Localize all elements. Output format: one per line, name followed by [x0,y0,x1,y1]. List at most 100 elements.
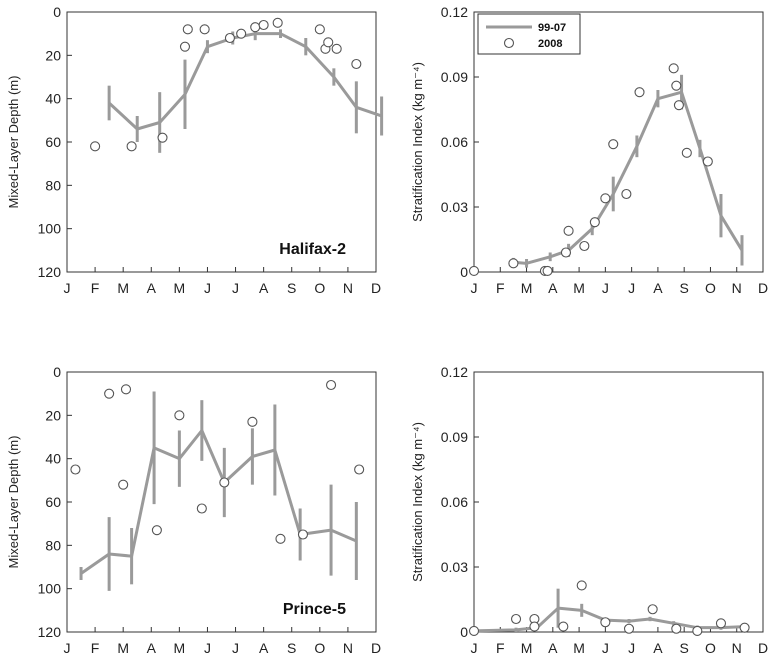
data-point-2008 [739,622,750,633]
data-point-2008 [681,147,692,158]
x-tick-label: A [548,640,558,656]
data-point-2008 [90,141,101,152]
y-axis-label: Mixed-Layer Depth (m) [6,76,21,209]
data-point-2008 [326,379,337,391]
data-point-2008 [510,613,522,625]
y-tick-label: 0 [53,4,61,20]
x-tick-label: J [232,640,239,656]
data-point-2008 [668,63,679,74]
x-tick-label: D [758,640,768,656]
y-axis-label: Stratification Index (kg m⁻⁴) [410,422,425,582]
x-tick-label: A [259,280,269,296]
x-tick-label: F [496,640,505,656]
y-axis-label: Mixed-Layer Depth (m) [6,436,21,569]
x-tick-label: S [680,640,689,656]
y-tick-label: 0.06 [441,494,468,510]
plot-frame [473,371,764,633]
legend-box [477,13,581,55]
data-point-2008 [275,533,286,544]
x-tick-label: N [732,280,742,296]
x-tick-label: M [573,280,585,296]
y-tick-label: 0 [460,264,468,280]
x-tick-label: A [653,640,663,656]
x-tick-label: D [758,280,768,296]
legend-label-99-07: 99-07 [538,22,566,34]
x-tick-label: N [732,640,742,656]
data-point-2008 [247,416,258,427]
x-tick-label: A [147,640,157,656]
x-tick-label: S [287,640,296,656]
data-point-2008 [671,80,682,91]
y-tick-label: 0.09 [441,69,468,85]
data-point-2008 [576,580,587,591]
data-point-2008 [647,604,658,615]
data-point-2008 [126,141,137,152]
x-tick-label: A [548,280,558,296]
data-point-2008 [508,258,519,269]
data-point-2008 [692,625,703,636]
x-tick-label: J [628,280,635,296]
y-tick-label: 0 [460,624,468,640]
panel-halifax-si: 00.030.060.090.12J F M A M J J A S O N DStratificat… [410,4,768,296]
data-point-2008 [297,529,309,540]
data-point-2008 [323,37,334,48]
x-tick-label: O [314,280,325,296]
y-tick-label: 0.03 [441,559,468,575]
data-point-2008 [199,24,210,35]
series-line-99-07 [80,429,357,575]
x-tick-label: J [64,640,71,656]
legend-circle-swatch [503,37,515,49]
data-point-2008 [468,625,480,636]
data-point-2008 [179,41,191,52]
data-point-2008 [272,17,283,28]
data-point-2008 [542,265,553,276]
data-point-2008 [157,132,168,143]
station-label: Prince-5 [283,601,346,618]
data-point-2008 [634,87,645,98]
x-tick-label: F [496,280,505,296]
data-point-2008 [351,58,362,70]
data-point-2008 [558,621,569,632]
x-tick-label: O [314,640,325,656]
data-point-2008 [196,503,207,514]
x-tick-label: F [91,280,100,296]
data-point-2008 [120,384,132,395]
x-tick-label: J [471,280,478,296]
y-tick-label: 20 [45,47,61,63]
y-tick-label: 40 [45,91,61,107]
y-tick-label: 40 [45,451,61,467]
data-point-2008 [224,32,235,44]
y-tick-label: 20 [45,407,61,423]
data-point-2008 [623,623,635,634]
x-tick-label: M [174,280,186,296]
y-tick-label: 100 [38,581,62,597]
data-point-2008 [70,464,81,475]
x-tick-label: J [204,280,211,296]
series-line-99-07 [513,90,744,265]
data-point-2008 [174,410,185,421]
y-tick-label: 100 [38,221,62,237]
x-tick-label: M [521,280,533,296]
data-point-2008 [560,247,572,258]
x-tick-label: J [232,280,239,296]
x-tick-label: F [91,640,100,656]
data-point-2008 [589,217,600,228]
station-label: Halifax-2 [279,241,346,258]
y-tick-label: 0.09 [441,429,468,445]
x-tick-label: J [471,640,478,656]
legend: 99-07 2008 [477,13,581,55]
y-tick-label: 80 [45,537,61,553]
data-point-2008 [151,525,162,536]
x-tick-label: O [705,280,716,296]
data-point-2008 [563,225,574,236]
data-point-2008 [314,24,325,35]
y-tick-label: 60 [45,134,61,150]
panel-prince-si: 00.030.060.090.12J F M A M J J A S O N DStratificat… [410,364,768,656]
x-tick-label: S [287,280,296,296]
data-point-2008 [468,265,480,276]
x-tick-label: O [705,640,716,656]
x-tick-label: J [204,640,211,656]
